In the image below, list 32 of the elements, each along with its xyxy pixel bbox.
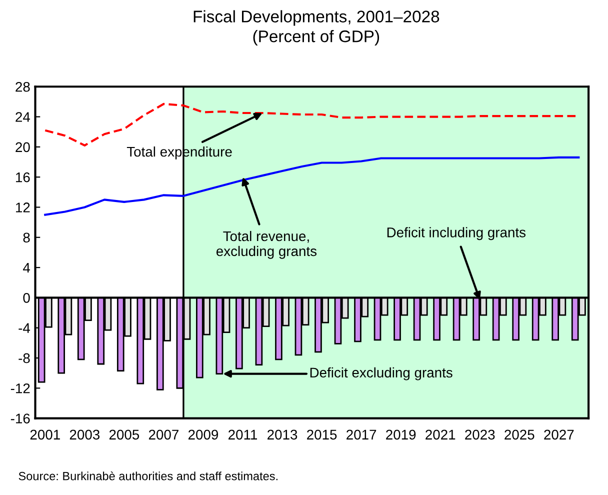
x-tick-label: 2009	[188, 430, 218, 440]
x-tick-label: 2007	[148, 430, 178, 440]
y-tick-label: 20	[16, 142, 30, 152]
y-tick-label: 4	[23, 263, 30, 273]
y-tick-label: 0	[23, 293, 30, 303]
y-tick-label: -16	[10, 414, 30, 424]
source-note: Source: Burkinabè authorities and staff estimates.	[18, 471, 278, 480]
annotation: Deficit including grants	[387, 227, 526, 240]
y-tick-label: 16	[16, 172, 30, 182]
annotation: Deficit excluding grants	[310, 367, 452, 380]
x-tick-label: 2023	[465, 430, 495, 440]
x-tick-label: 2003	[70, 430, 100, 440]
x-tick-label: 2019	[386, 430, 416, 440]
y-tick-label: 28	[16, 82, 30, 92]
y-tick-label: 8	[23, 232, 30, 243]
x-tick-label: 2021	[426, 430, 456, 440]
y-tick-label: -12	[10, 383, 30, 394]
y-tick-label: -4	[18, 323, 30, 333]
chart-title: Fiscal Developments, 2001–2028	[194, 10, 440, 26]
y-tick-label: 12	[16, 202, 30, 212]
x-tick-label: 2013	[268, 430, 298, 440]
x-tick-label: 2001	[30, 430, 60, 440]
x-tick-label: 2017	[346, 430, 376, 440]
y-tick-label: -8	[18, 353, 30, 364]
annotation: Total revenue, excluding grants	[216, 230, 317, 259]
x-tick-label: 2005	[109, 430, 140, 440]
x-tick-label: 2011	[228, 430, 258, 440]
x-tick-label: 2027	[544, 430, 574, 440]
x-tick-label: 2025	[504, 430, 534, 440]
y-tick-label: 24	[16, 112, 30, 122]
chart-subtitle: (Percent of GDP)	[253, 30, 380, 46]
x-tick-label: 2015	[307, 430, 337, 440]
